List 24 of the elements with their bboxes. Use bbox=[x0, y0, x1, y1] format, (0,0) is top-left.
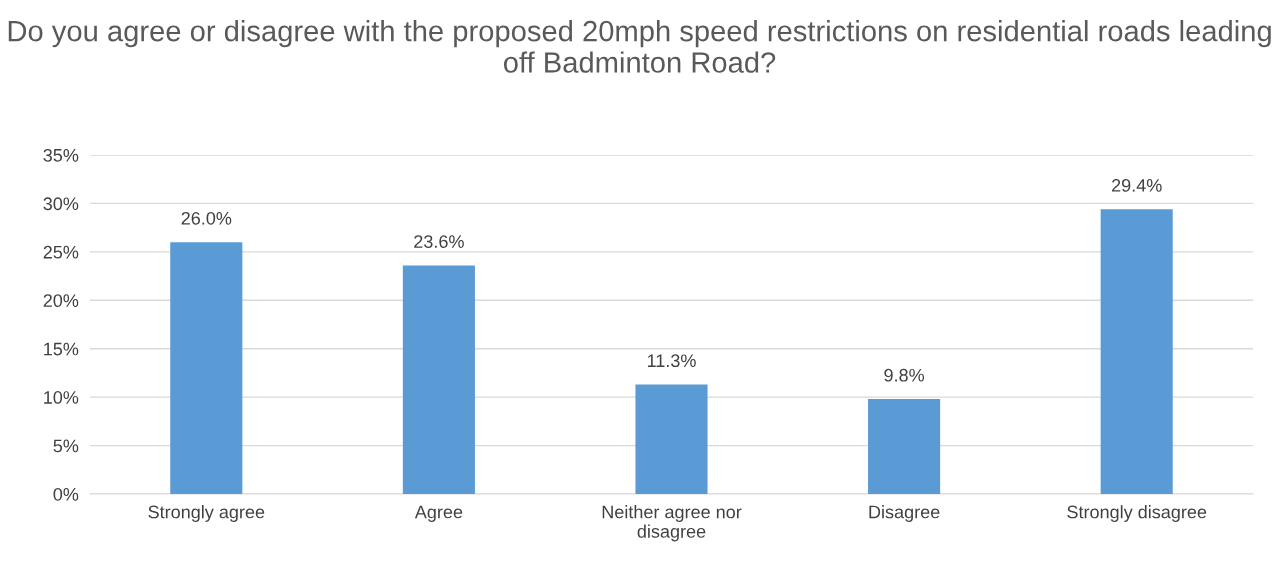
bar bbox=[402, 265, 475, 494]
data-label: 11.3% bbox=[647, 354, 696, 368]
x-tick-label: Strongly agree bbox=[148, 505, 265, 522]
x-tick-label: Strongly disagree bbox=[1067, 505, 1207, 522]
bar bbox=[635, 384, 708, 494]
data-label: 23.6% bbox=[414, 235, 464, 248]
x-tick-label: Neither agree nor disagree bbox=[602, 505, 742, 542]
data-label: 9.8% bbox=[884, 368, 925, 382]
bar bbox=[868, 399, 941, 494]
data-label: 26.0% bbox=[181, 211, 232, 225]
x-tick-label: Agree bbox=[414, 505, 463, 522]
y-tick-label: 30% bbox=[43, 197, 79, 211]
y-tick-label: 35% bbox=[43, 148, 79, 162]
x-tick-label: Disagree bbox=[869, 505, 940, 522]
y-tick-label: 20% bbox=[43, 294, 79, 308]
y-tick-label: 5% bbox=[53, 439, 79, 453]
y-tick-label: 15% bbox=[44, 342, 79, 356]
chart-title: Do you agree or disagree with the proposed 20mph speed restrictions on residential roads leading off Badminton Road? bbox=[8, 20, 1271, 73]
y-tick-label: 10% bbox=[44, 391, 79, 404]
bar bbox=[1100, 209, 1173, 494]
y-tick-label: 0% bbox=[53, 487, 79, 501]
y-tick-label: 25% bbox=[43, 245, 79, 259]
bar bbox=[170, 242, 243, 494]
data-label: 29.4% bbox=[1112, 179, 1162, 192]
